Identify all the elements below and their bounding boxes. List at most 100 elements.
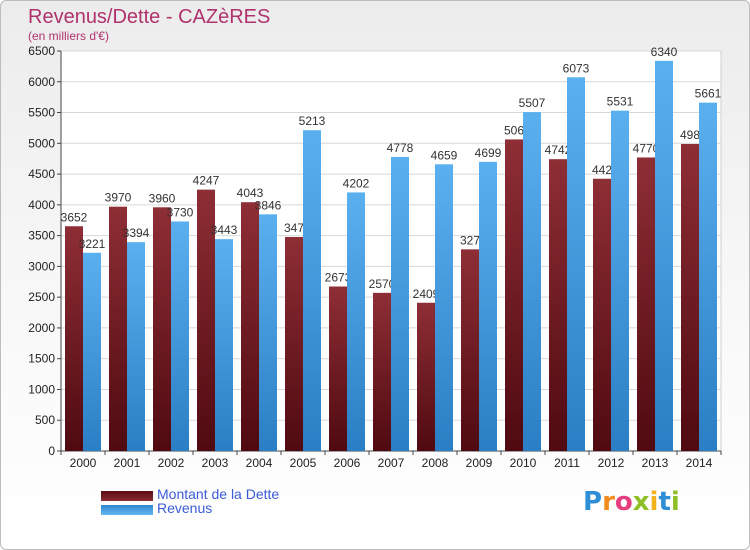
legend-swatch-revenus [101, 505, 153, 515]
proxiti-logo: Proxiti [583, 487, 680, 517]
data-label-dette: 4247 [193, 174, 220, 188]
x-tick-label: 2009 [466, 456, 493, 470]
bar-dette [65, 226, 83, 451]
y-tick-label: 0 [48, 444, 55, 458]
logo-letter: o [614, 487, 633, 517]
bar-revenus [479, 161, 497, 452]
bar-revenus [347, 192, 365, 451]
bar-revenus [523, 112, 541, 451]
data-label-dette: 4770 [633, 141, 660, 155]
bar-revenus [567, 77, 585, 452]
data-label-revenus: 4699 [475, 146, 502, 160]
y-tick-label: 2000 [28, 321, 55, 335]
x-tick-label: 2008 [422, 456, 449, 470]
bar-dette [637, 157, 655, 451]
y-tick-label: 1000 [28, 382, 55, 396]
x-tick-label: 2012 [598, 456, 625, 470]
logo-letter: i [649, 487, 659, 517]
y-tick-label: 1500 [28, 352, 55, 366]
bar-revenus [611, 110, 629, 451]
x-tick-label: 2002 [158, 456, 185, 470]
x-tick-label: 2011 [554, 456, 580, 470]
data-label-dette: 2673 [325, 271, 352, 285]
data-label-revenus: 6340 [651, 45, 678, 59]
data-label-dette: 4043 [237, 186, 264, 200]
bar-revenus [435, 164, 453, 452]
data-label-revenus: 3394 [123, 226, 150, 240]
bar-revenus [391, 156, 409, 451]
x-tick-label: 2001 [114, 456, 141, 470]
bar-revenus [215, 239, 233, 451]
data-label-revenus: 6073 [563, 61, 590, 75]
x-tick-label: 2003 [202, 456, 229, 470]
data-label-dette: 2570 [369, 277, 396, 291]
data-label-dette: 442 [592, 163, 612, 177]
data-label-revenus: 3846 [255, 198, 282, 212]
y-tick-label: 4000 [28, 198, 55, 212]
chart-title: Revenus/Dette - CAZèRES [28, 6, 271, 28]
bar-dette [329, 286, 347, 451]
x-tick-label: 2006 [334, 456, 361, 470]
bar-dette [681, 143, 699, 451]
x-tick-label: 2010 [510, 456, 537, 470]
data-label-dette: 327 [460, 233, 480, 247]
x-tick-label: 2014 [686, 456, 713, 470]
bar-dette [153, 207, 171, 451]
y-tick-label: 4500 [28, 167, 55, 181]
bar-dette [549, 159, 567, 451]
x-tick-label: 2013 [642, 456, 669, 470]
bar-revenus [259, 214, 277, 451]
data-label-revenus: 5213 [299, 114, 326, 128]
data-label-revenus: 5507 [519, 96, 546, 110]
bar-dette [109, 206, 127, 451]
legend-label-revenus: Revenus [157, 500, 213, 516]
logo-letter: r [602, 487, 615, 517]
data-label-revenus: 4659 [431, 148, 458, 162]
data-label-revenus: 5531 [607, 95, 634, 109]
data-label-dette: 3960 [149, 191, 176, 205]
y-tick-label: 3000 [28, 259, 55, 273]
bar-revenus [655, 60, 673, 451]
data-label-revenus: 5661 [695, 87, 722, 101]
bar-dette [241, 202, 259, 451]
bar-revenus [83, 252, 101, 451]
y-tick-label: 2500 [28, 290, 55, 304]
legend-label-dette: Montant de la Dette [157, 486, 280, 502]
y-tick-label: 6500 [28, 44, 55, 58]
bar-dette [593, 178, 611, 451]
y-tick-label: 500 [35, 413, 55, 427]
data-label-revenus: 3730 [167, 205, 194, 219]
bar-dette [461, 249, 479, 451]
x-tick-label: 2000 [70, 456, 97, 470]
bar-dette [505, 139, 523, 451]
data-label-dette: 2409 [413, 287, 440, 301]
bar-revenus [171, 221, 189, 451]
chart-subtitle: (en milliers d'€) [28, 29, 109, 43]
bar-revenus [699, 102, 717, 451]
y-tick-label: 5000 [28, 136, 55, 150]
bar-dette [417, 302, 435, 451]
y-tick-label: 6000 [28, 75, 55, 89]
y-tick-label: 3500 [28, 229, 55, 243]
data-label-dette: 498 [680, 128, 700, 142]
data-label-dette: 3652 [61, 210, 88, 224]
bar-dette [373, 292, 391, 451]
logo-letter: i [670, 487, 680, 517]
legend-swatch-dette [101, 491, 153, 501]
x-tick-label: 2007 [378, 456, 405, 470]
logo-letter: P [583, 487, 603, 517]
data-label-dette: 506 [504, 123, 524, 137]
data-label-revenus: 3443 [211, 223, 238, 237]
logo-letter: x [632, 487, 650, 517]
bar-dette [197, 189, 215, 451]
data-label-revenus: 4202 [343, 176, 370, 190]
data-label-dette: 347 [284, 221, 304, 235]
bar-revenus [127, 242, 145, 451]
x-tick-label: 2005 [290, 456, 317, 470]
data-label-revenus: 4778 [387, 141, 414, 155]
bar-dette [285, 236, 303, 451]
y-tick-label: 5500 [28, 106, 55, 120]
logo-letter: t [658, 487, 671, 517]
